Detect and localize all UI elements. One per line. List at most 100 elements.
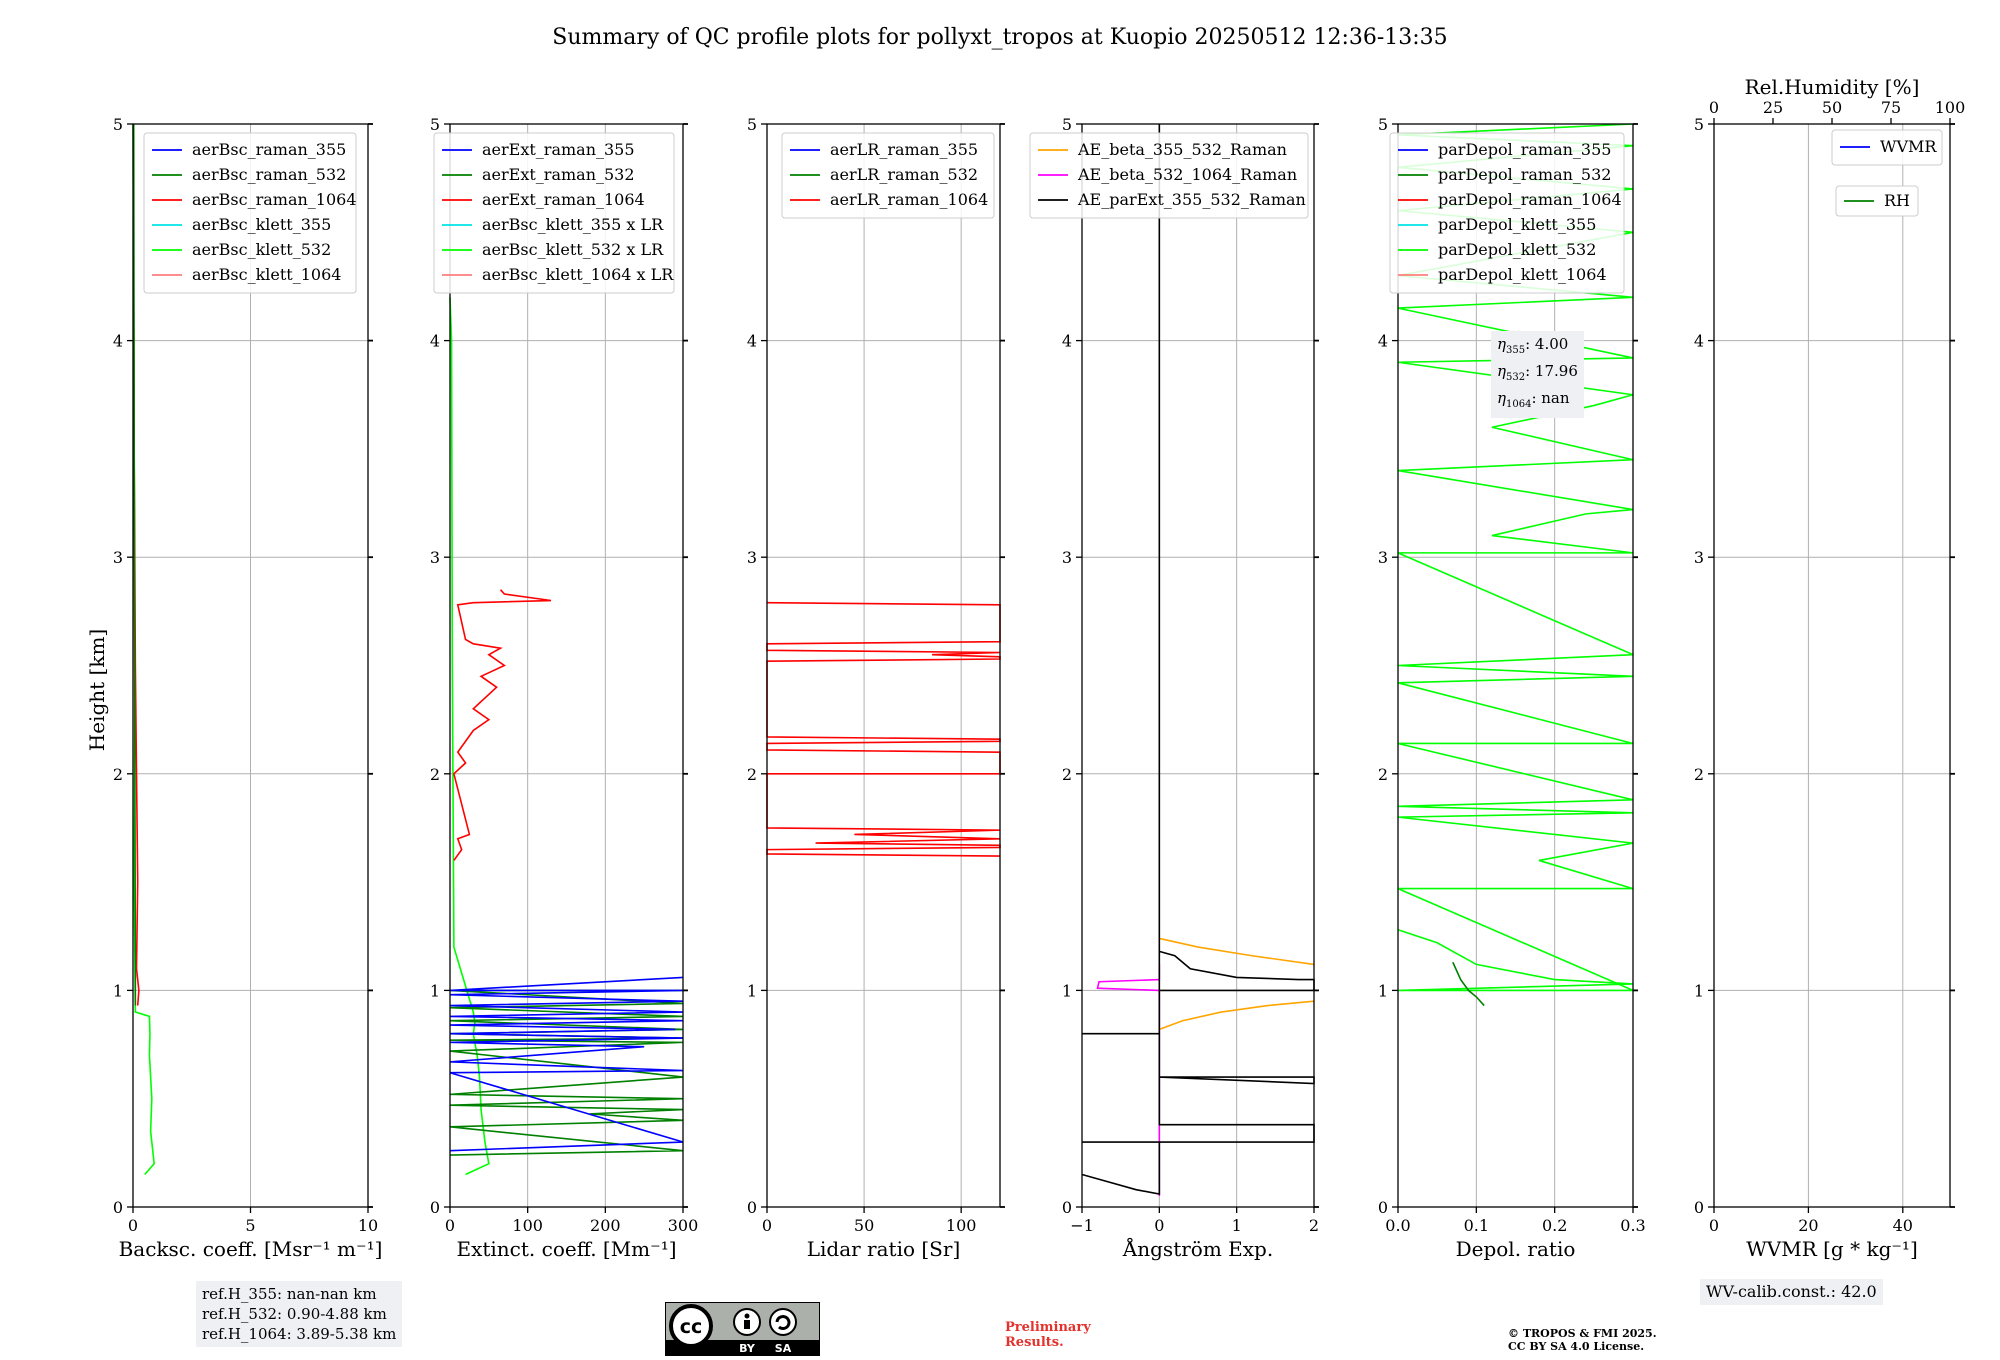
y-tick-label-lidar_ratio: 2 (747, 765, 757, 784)
legend-extinction: aerExt_raman_355 aerExt_raman_532 aerExt_r… (433, 132, 675, 294)
x-tick-label-lidar_ratio: 0 (762, 1216, 772, 1235)
y-tick-label-extinction: 5 (430, 115, 440, 134)
y-tick-label-extinction: 3 (430, 548, 440, 567)
top-x-tick-label-wvmr: 0 (1709, 98, 1719, 117)
y-tick-label-backscatter: 2 (113, 765, 123, 784)
cc-by-sa-badge: cc BY SA (665, 1302, 820, 1356)
y-tick-label-backscatter: 0 (113, 1198, 123, 1217)
y-tick-label-lidar_ratio: 0 (747, 1198, 757, 1217)
legend-depol: parDepol_raman_355 parDepol_raman_532 parD… (1389, 132, 1625, 294)
y-tick-label-wvmr: 2 (1694, 765, 1704, 784)
panel-depol: 0.0 0.1 0.2 0.3 0 1 2 3 4 5 Depol. ratio parDepol_r… (1378, 115, 1646, 1261)
axes-frame-depol (1397, 123, 1634, 1208)
x-tick-label-extinction: 0 (445, 1216, 455, 1235)
legend-backscatter: aerBsc_raman_355 aerBsc_raman_532 aerBsc_r… (143, 132, 357, 294)
x-tick-label-depol: 0.0 (1385, 1216, 1410, 1235)
y-tick-label-backscatter: 3 (113, 548, 123, 567)
top-x-axis-label-wvmr: Rel.Humidity [%] (1745, 75, 1920, 99)
ref-h-532: ref.H_532: 0.90-4.88 km (202, 1305, 387, 1323)
y-tick-label-angstrom: 1 (1062, 981, 1072, 1000)
x-axis-label-depol: Depol. ratio (1456, 1237, 1576, 1261)
legend-label-aerExt_raman_355: aerExt_raman_355 (482, 140, 635, 159)
legend-label-parDepol_raman_355: parDepol_raman_355 (1438, 140, 1611, 159)
legend-label-aerExt_raman_1064: aerExt_raman_1064 (482, 190, 645, 209)
wv-calib-annotation: WV-calib.const.: 42.0 (1700, 1279, 1883, 1305)
legend-frame-depol (1389, 132, 1625, 294)
x-tick-label-lidar_ratio: 100 (946, 1216, 977, 1235)
y-tick-label-extinction: 0 (430, 1198, 440, 1217)
x-tick-label-depol: 0.2 (1542, 1216, 1567, 1235)
y-tick-label-backscatter: 4 (113, 332, 123, 351)
y-axis-label: Height [km] (85, 629, 109, 751)
legend-frame-lidar_ratio (781, 132, 995, 219)
eta-532: η532: 17.96 (1497, 362, 1578, 383)
series-AE-beta-355-532-Raman (1159, 1000, 1315, 1031)
top-x-tick-label-wvmr: 75 (1881, 98, 1901, 117)
legend-label-aerBsc_raman_532: aerBsc_raman_532 (192, 165, 346, 184)
x-tick-label-extinction: 300 (668, 1216, 699, 1235)
preliminary-line2: Results. (1005, 1335, 1064, 1350)
legend-frame-angstrom (1029, 132, 1309, 219)
y-tick-label-lidar_ratio: 5 (747, 115, 757, 134)
legend-label-parDepol_raman_1064: parDepol_raman_1064 (1438, 190, 1622, 209)
legend-label-parDepol_raman_532: parDepol_raman_532 (1438, 165, 1611, 184)
y-tick-label-angstrom: 4 (1062, 332, 1072, 351)
legend-label-parDepol_klett_532: parDepol_klett_532 (1438, 240, 1596, 259)
top-x-tick-label-wvmr: 100 (1935, 98, 1966, 117)
y-tick-label-angstrom: 5 (1062, 115, 1072, 134)
panel-extinction: 0 100 200 300 0 1 2 3 4 5 Extinct. coeff. [Mm⁻¹] ae… (430, 115, 698, 1261)
legend-label-aerBsc_klett_355 x LR: aerBsc_klett_355 x LR (482, 215, 664, 234)
legend2-frame-wvmr (1835, 185, 1919, 217)
wv-calib-text: WV-calib.const.: 42.0 (1706, 1282, 1877, 1301)
legend-label-aerBsc_klett_532: aerBsc_klett_532 (192, 240, 331, 259)
legend-label-AE_parExt_355_532_Raman: AE_parExt_355_532_Raman (1077, 190, 1306, 209)
axes-frame-extinction (449, 123, 684, 1208)
x-axis-label-wvmr: WVMR [g * kg⁻¹] (1746, 1237, 1918, 1261)
y-tick-label-angstrom: 3 (1062, 548, 1072, 567)
y-tick-label-lidar_ratio: 1 (747, 981, 757, 1000)
eta-1064: η1064: nan (1497, 389, 1570, 410)
y-tick-label-backscatter: 1 (113, 981, 123, 1000)
preliminary-line1: Preliminary (1005, 1320, 1091, 1335)
legend-label-aerBsc_klett_355: aerBsc_klett_355 (192, 215, 331, 234)
x-tick-label-extinction: 200 (590, 1216, 621, 1235)
x-tick-label-depol: 0.1 (1464, 1216, 1489, 1235)
x-tick-label-lidar_ratio: 50 (854, 1216, 874, 1235)
panel-lidar_ratio: 0 50 100 0 1 2 3 4 5 Lidar ratio [Sr] aerLR_raman_… (747, 115, 1005, 1261)
legend-label-aerExt_raman_532: aerExt_raman_532 (482, 165, 635, 184)
series-AE-beta-355-532-Raman-upper- (1159, 937, 1315, 966)
y-tick-label-wvmr: 3 (1694, 548, 1704, 567)
top-x-tick-label-wvmr: 25 (1763, 98, 1783, 117)
y-tick-label-lidar_ratio: 3 (747, 548, 757, 567)
legend-label-aerLR_raman_355: aerLR_raman_355 (830, 140, 978, 159)
figure-title: Summary of QC profile plots for pollyxt_… (552, 25, 1447, 50)
legend-label-aerBsc_klett_1064: aerBsc_klett_1064 (192, 265, 341, 284)
y-tick-label-angstrom: 0 (1062, 1198, 1072, 1217)
ref-h-1064: ref.H_1064: 3.89-5.38 km (202, 1325, 397, 1343)
y-tick-label-backscatter: 5 (113, 115, 123, 134)
series-aerExt-raman-532 (449, 989, 684, 1156)
y-tick-label-depol: 2 (1378, 765, 1388, 784)
legend-label-parDepol_klett_355: parDepol_klett_355 (1438, 215, 1596, 234)
y-tick-label-depol: 0 (1378, 1198, 1388, 1217)
series-AE-beta-532-1064-Raman (1096, 964, 1161, 1197)
x-tick-label-angstrom: 0 (1154, 1216, 1164, 1235)
axes-frame-wvmr (1713, 123, 1951, 1208)
legend-label-WVMR: WVMR (1880, 137, 1937, 156)
x-tick-label-wvmr: 40 (1893, 1216, 1913, 1235)
x-tick-label-backscatter: 5 (245, 1216, 255, 1235)
series-aerExt-raman-355 (449, 976, 684, 1152)
copyright-line2: CC BY SA 4.0 License. (1508, 1340, 1645, 1353)
x-tick-label-depol: 0.3 (1620, 1216, 1645, 1235)
x-tick-label-wvmr: 0 (1709, 1216, 1719, 1235)
legend-lidar_ratio: aerLR_raman_355 aerLR_raman_532 aerLR_rama… (781, 132, 995, 219)
series-aerLR-raman-1064 (766, 601, 1001, 857)
sa-icon (769, 1308, 797, 1336)
copyright-notice: © TROPOS & FMI 2025. CC BY SA 4.0 Licens… (1508, 1327, 1657, 1353)
copyright-line1: © TROPOS & FMI 2025. (1508, 1327, 1657, 1340)
series-AE-parExt-355-532-Raman (1081, 124, 1315, 1195)
x-tick-label-backscatter: 0 (128, 1216, 138, 1235)
x-axis-label-extinction: Extinct. coeff. [Mm⁻¹] (456, 1237, 676, 1261)
